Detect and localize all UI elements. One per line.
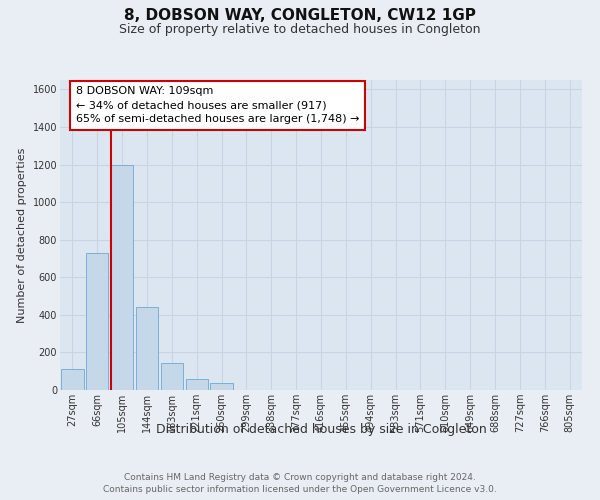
Text: Distribution of detached houses by size in Congleton: Distribution of detached houses by size … [155, 422, 487, 436]
Text: Contains HM Land Registry data © Crown copyright and database right 2024.: Contains HM Land Registry data © Crown c… [124, 472, 476, 482]
Bar [136, 308, 158, 390]
Bar [61, 370, 83, 390]
Y-axis label: Number of detached properties: Number of detached properties [17, 148, 27, 322]
Text: 8, DOBSON WAY, CONGLETON, CW12 1GP: 8, DOBSON WAY, CONGLETON, CW12 1GP [124, 8, 476, 22]
Bar [211, 384, 233, 390]
Bar [86, 253, 109, 390]
Bar [185, 378, 208, 390]
Bar [161, 363, 183, 390]
Text: Size of property relative to detached houses in Congleton: Size of property relative to detached ho… [119, 22, 481, 36]
Bar [111, 164, 133, 390]
Text: Contains public sector information licensed under the Open Government Licence v3: Contains public sector information licen… [103, 485, 497, 494]
Text: 8 DOBSON WAY: 109sqm
← 34% of detached houses are smaller (917)
65% of semi-deta: 8 DOBSON WAY: 109sqm ← 34% of detached h… [76, 86, 359, 124]
